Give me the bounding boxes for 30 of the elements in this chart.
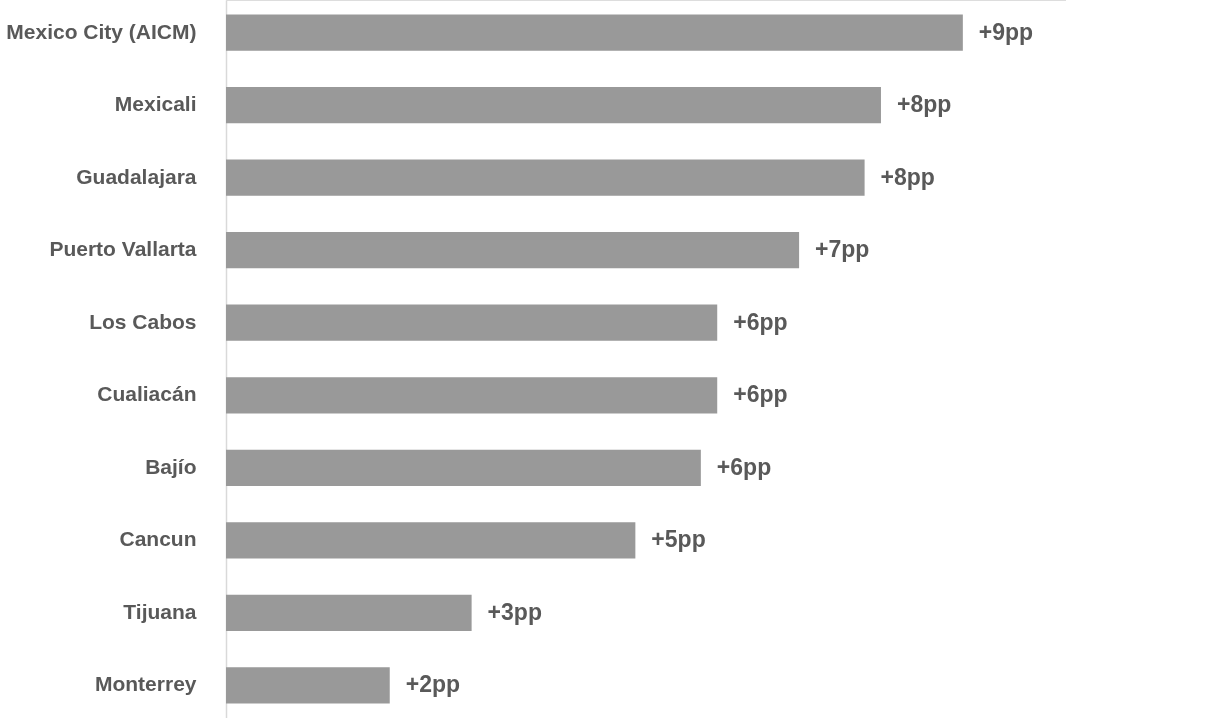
y-tick-label: Bajío	[145, 454, 197, 478]
data-label: +5pp	[651, 526, 706, 553]
y-tick-label: Mexico City (AICM)	[6, 19, 197, 43]
bar	[226, 87, 881, 124]
y-tick-label: Los Cabos	[89, 309, 197, 333]
bar	[226, 232, 800, 269]
data-label: +8pp	[880, 163, 935, 190]
data-label: +6pp	[733, 308, 788, 335]
bar	[226, 667, 390, 704]
y-tick-label: Tijuana	[123, 599, 197, 623]
y-tick-label: Monterrey	[94, 672, 197, 696]
bar	[226, 594, 472, 631]
y-tick-label: Puerto Vallarta	[49, 237, 197, 261]
data-label: +6pp	[716, 453, 772, 480]
y-tick-label: Cualiacán	[97, 382, 197, 406]
data-label: +3pp	[487, 598, 542, 625]
bar	[226, 304, 718, 341]
data-label: +9pp	[978, 18, 1034, 45]
y-tick-label: Guadalajara	[76, 164, 197, 188]
bar	[226, 449, 701, 486]
data-label: +2pp	[405, 671, 461, 698]
bar	[226, 377, 718, 414]
y-tick-label: Mexicali	[114, 92, 197, 116]
data-label: +6pp	[733, 381, 788, 408]
data-label: +7pp	[815, 236, 870, 263]
bar	[226, 14, 963, 51]
bar	[226, 522, 636, 559]
data-label: +8pp	[896, 91, 952, 118]
y-tick-label: Cancun	[119, 527, 197, 551]
bar	[226, 159, 865, 196]
